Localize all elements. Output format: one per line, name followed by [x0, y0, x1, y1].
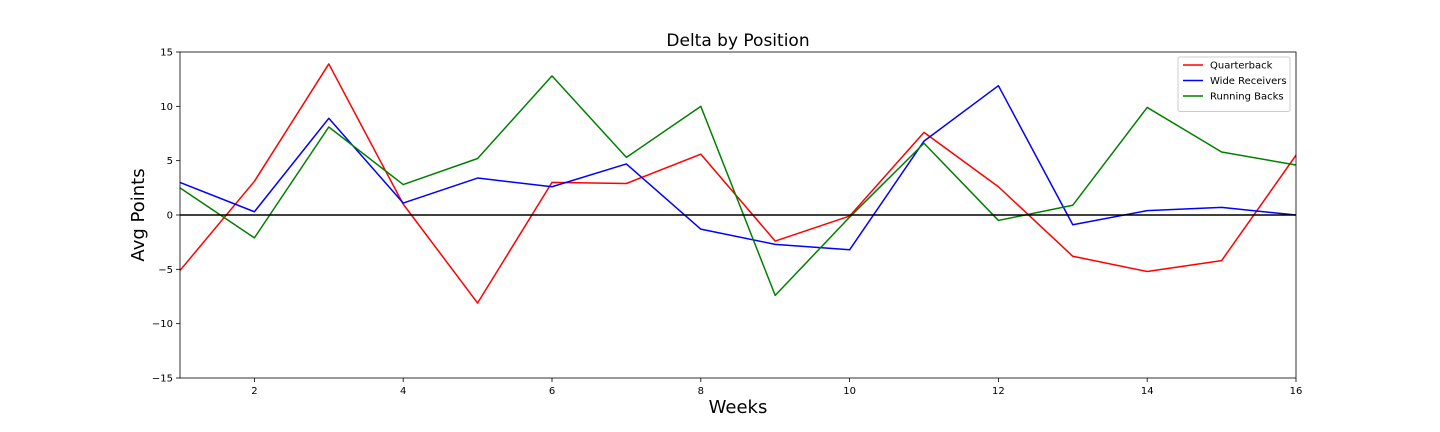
chart-title: Delta by Position: [666, 31, 809, 51]
x-axis-title: Weeks: [709, 397, 768, 418]
y-tick-label: 15: [160, 48, 173, 59]
legend-label-0: Quarterback: [1210, 61, 1273, 72]
y-tick-label: −15: [152, 374, 173, 385]
y-axis-title: Avg Points: [128, 168, 149, 261]
x-tick-label: 12: [992, 386, 1005, 397]
y-tick-label: 5: [167, 156, 173, 167]
x-tick-label: 4: [400, 386, 406, 397]
y-tick-label: −5: [158, 265, 173, 276]
x-tick-label: 16: [1290, 386, 1303, 397]
x-tick-label: 14: [1141, 386, 1154, 397]
series-line-2: [179, 75, 1297, 297]
x-tick-label: 2: [251, 386, 257, 397]
legend-label-1: Wide Receivers: [1210, 76, 1287, 87]
x-tick-label: 8: [698, 386, 704, 397]
x-tick-label: 6: [549, 386, 555, 397]
y-tick-label: 10: [160, 102, 173, 113]
series-line-1: [179, 84, 1297, 251]
legend-box: [1177, 56, 1291, 112]
y-tick-label: 0: [167, 211, 173, 222]
y-tick-label: −10: [152, 319, 173, 330]
x-tick-label: 10: [843, 386, 856, 397]
plot-area: 2 4 6 8 10 12 14 16 −15 −10 −5 0 5 10 15: [152, 48, 1302, 398]
legend: Quarterback Wide Receivers Running Backs: [1177, 56, 1291, 112]
legend-label-2: Running Backs: [1210, 92, 1284, 103]
series-line-0: [179, 63, 1297, 304]
